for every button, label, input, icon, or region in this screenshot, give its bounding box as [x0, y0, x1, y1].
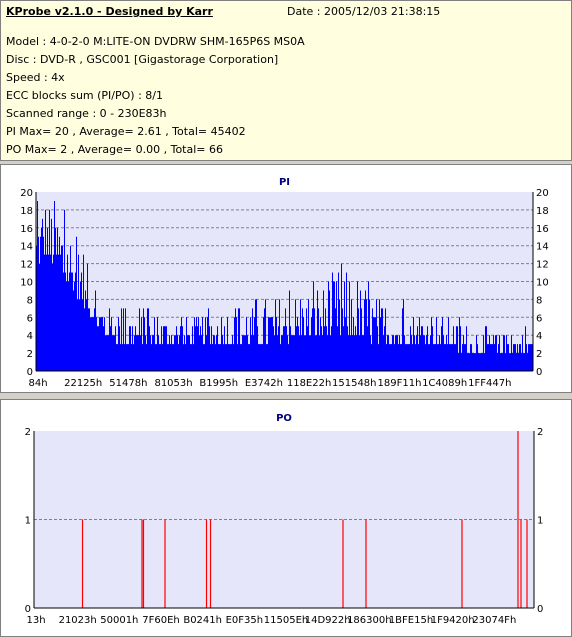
y-tick-label-right: 12	[536, 260, 549, 271]
chart-title: PI	[279, 177, 290, 188]
po-summary-line: PO Max= 2 , Average= 0.00 , Total= 66	[6, 143, 223, 156]
x-tick-label: B1995h	[199, 378, 238, 389]
y-tick-label-right: 2	[536, 349, 542, 360]
x-tick-label: 84h	[28, 378, 47, 389]
y-tick-label-left: 16	[20, 224, 33, 235]
x-tick-label: B0241h	[183, 615, 222, 626]
y-tick-label-right: 0	[537, 604, 543, 615]
x-tick-label: 23074Fh	[472, 615, 516, 626]
x-tick-label: 11505Eh	[264, 615, 308, 626]
x-tick-label: 1FF447h	[468, 378, 511, 389]
y-tick-label-right: 16	[536, 224, 549, 235]
x-tick-label: E3742h	[245, 378, 283, 389]
x-tick-label: 186300h	[347, 615, 392, 626]
pi-chart: PI 0 0 2 2 4 4 6 6 8 8 10 10 12 12 14 14 16 16 18 18 20 20 84h 2…	[20, 177, 549, 389]
y-tick-label-left: 2	[25, 427, 31, 438]
x-tick-label: 51478h	[109, 378, 147, 389]
y-tick-label-right: 0	[536, 367, 542, 378]
y-tick-label-left: 14	[20, 242, 33, 253]
y-tick-label-left: 12	[20, 260, 33, 271]
pi-chart-panel: PI 0 0 2 2 4 4 6 6 8 8 10 10 12 12 14 14 16 16 18 18 20 20 84h 2…	[0, 164, 572, 393]
y-tick-label-right: 18	[536, 206, 549, 217]
disc-line: Disc : DVD-R , GSC001 [Gigastorage Corpo…	[6, 53, 279, 66]
y-tick-label-left: 20	[20, 188, 33, 199]
x-tick-label: 22125h	[64, 378, 102, 389]
y-tick-label-left: 0	[25, 604, 31, 615]
y-tick-label-left: 10	[20, 278, 33, 289]
speed-line: Speed : 4x	[6, 71, 65, 84]
x-tick-label: 189F11h	[378, 378, 422, 389]
x-tick-label: E0F35h	[226, 615, 264, 626]
y-tick-label-left: 8	[27, 295, 33, 306]
scan-date: Date : 2005/12/03 21:38:15	[287, 5, 441, 18]
x-tick-label: 13h	[26, 615, 45, 626]
y-tick-label-right: 14	[536, 242, 549, 253]
po-chart-panel: PO 0 0 1 1 2 2 13h 21023h 50001h 7F60Eh B0241h E0F35…	[0, 399, 572, 637]
app-title: KProbe v2.1.0 - Designed by Karr	[6, 5, 213, 18]
x-tick-label: 21023h	[59, 615, 97, 626]
ecc-line: ECC blocks sum (PI/PO) : 8/1	[6, 89, 163, 102]
x-tick-label: 1BFE15h	[389, 615, 433, 626]
y-tick-label-right: 1	[537, 516, 543, 527]
x-tick-label: 50001h	[100, 615, 138, 626]
y-tick-label-right: 4	[536, 331, 542, 342]
y-tick-label-left: 6	[27, 313, 33, 324]
info-panel: KProbe v2.1.0 - Designed by Karr Date : …	[0, 0, 572, 161]
y-tick-label-left: 18	[20, 206, 33, 217]
y-tick-label-left: 2	[27, 349, 33, 360]
range-line: Scanned range : 0 - 230E83h	[6, 107, 167, 120]
model-line: Model : 4-0-2-0 M:LITE-ON DVDRW SHM-165P…	[6, 35, 305, 48]
y-tick-label-right: 20	[536, 188, 549, 199]
x-tick-label: 1C4089h	[422, 378, 467, 389]
y-tick-label-left: 0	[27, 367, 33, 378]
y-tick-label-left: 1	[25, 516, 31, 527]
chart-title: PO	[276, 413, 292, 424]
y-tick-label-right: 10	[536, 278, 549, 289]
x-tick-label: 81053h	[154, 378, 192, 389]
x-tick-label: 14D922h	[305, 615, 351, 626]
y-tick-label-right: 2	[537, 427, 543, 438]
y-tick-label-left: 4	[27, 331, 33, 342]
y-tick-label-right: 8	[536, 295, 542, 306]
x-tick-label: 151548h	[332, 378, 377, 389]
x-tick-label: 7F60Eh	[142, 615, 180, 626]
po-chart: PO 0 0 1 1 2 2 13h 21023h 50001h 7F60Eh B0241h E0F35…	[25, 413, 544, 626]
pi-summary-line: PI Max= 20 , Average= 2.61 , Total= 4540…	[6, 125, 246, 138]
x-tick-label: 118E22h	[287, 378, 331, 389]
y-tick-label-right: 6	[536, 313, 542, 324]
x-tick-label: 1F9420h	[431, 615, 475, 626]
